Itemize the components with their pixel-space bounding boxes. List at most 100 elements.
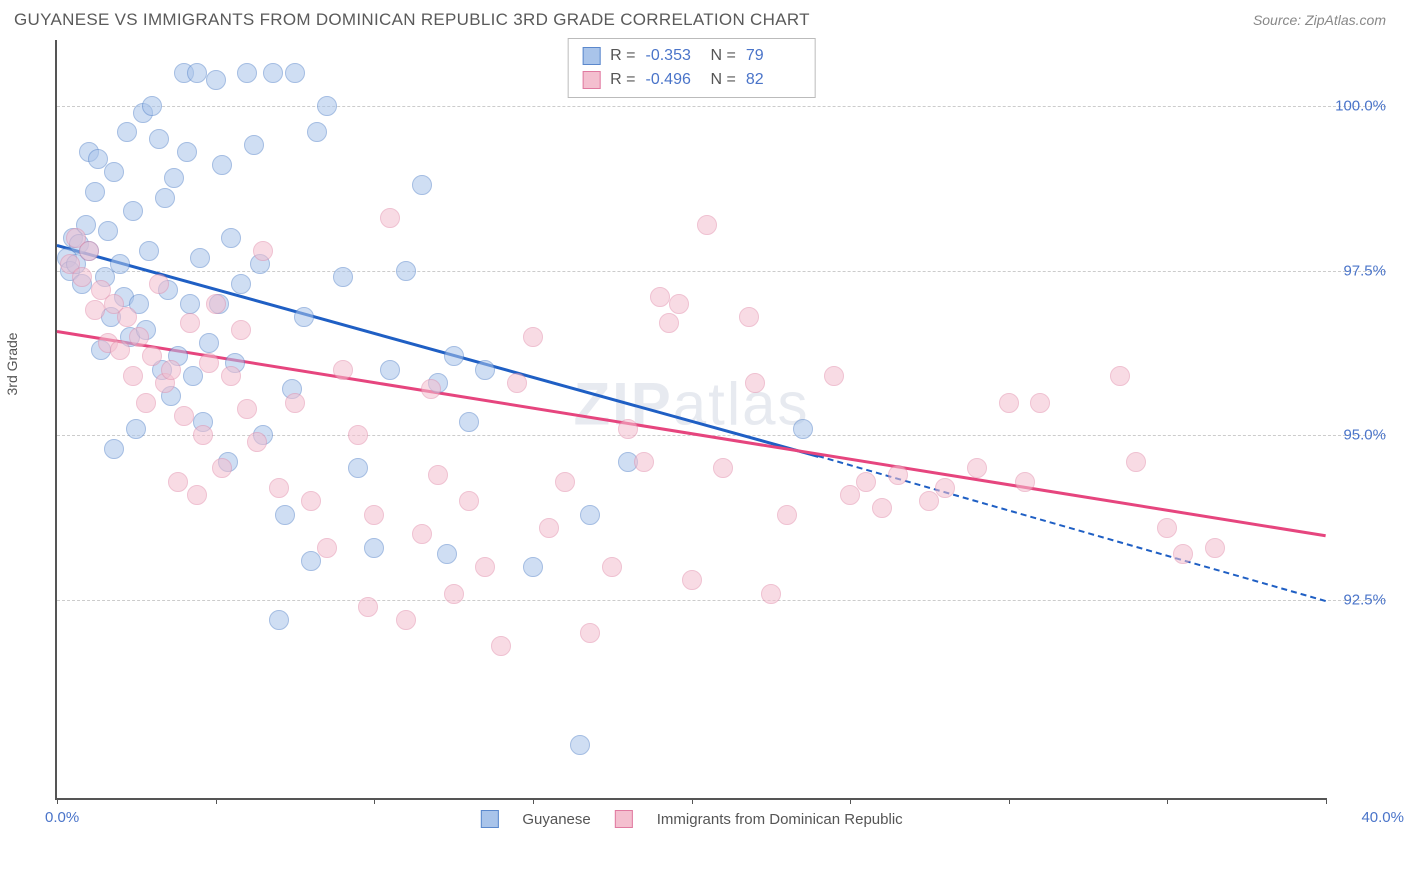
data-point: [777, 505, 797, 525]
r-value: -0.353: [646, 44, 701, 68]
data-point: [199, 353, 219, 373]
data-point: [161, 360, 181, 380]
n-label: N =: [711, 44, 736, 68]
data-point: [79, 241, 99, 261]
data-point: [123, 201, 143, 221]
legend-swatch: [615, 810, 633, 828]
legend-swatch: [480, 810, 498, 828]
data-point: [307, 122, 327, 142]
data-point: [364, 505, 384, 525]
data-point: [247, 432, 267, 452]
grid-line: [57, 106, 1386, 107]
y-tick-label: 92.5%: [1331, 592, 1386, 609]
data-point: [348, 458, 368, 478]
y-tick-label: 97.5%: [1331, 262, 1386, 279]
data-point: [190, 248, 210, 268]
data-point: [856, 472, 876, 492]
data-point: [244, 135, 264, 155]
data-point: [275, 505, 295, 525]
data-point: [935, 478, 955, 498]
data-point: [580, 623, 600, 643]
data-point: [396, 261, 416, 281]
data-point: [193, 425, 213, 445]
data-point: [187, 485, 207, 505]
x-tick: [1326, 798, 1327, 804]
data-point: [301, 551, 321, 571]
data-point: [364, 538, 384, 558]
x-tick: [1167, 798, 1168, 804]
data-point: [199, 333, 219, 353]
data-point: [697, 215, 717, 235]
data-point: [437, 544, 457, 564]
data-point: [263, 63, 283, 83]
data-point: [110, 254, 130, 274]
data-point: [539, 518, 559, 538]
data-point: [174, 406, 194, 426]
data-point: [136, 393, 156, 413]
data-point: [348, 425, 368, 445]
data-point: [1205, 538, 1225, 558]
x-tick: [1009, 798, 1010, 804]
data-point: [85, 182, 105, 202]
data-point: [459, 491, 479, 511]
data-point: [221, 366, 241, 386]
data-point: [142, 346, 162, 366]
data-point: [117, 122, 137, 142]
trend-line: [57, 330, 1326, 537]
data-point: [206, 70, 226, 90]
data-point: [231, 274, 251, 294]
data-point: [739, 307, 759, 327]
data-point: [919, 491, 939, 511]
y-tick-label: 95.0%: [1331, 427, 1386, 444]
chart-title: GUYANESE VS IMMIGRANTS FROM DOMINICAN RE…: [14, 10, 810, 30]
data-point: [155, 188, 175, 208]
data-point: [301, 491, 321, 511]
data-point: [1030, 393, 1050, 413]
data-point: [285, 63, 305, 83]
data-point: [212, 458, 232, 478]
data-point: [459, 412, 479, 432]
data-point: [149, 274, 169, 294]
data-point: [421, 379, 441, 399]
data-point: [475, 557, 495, 577]
data-point: [206, 294, 226, 314]
data-point: [1110, 366, 1130, 386]
data-point: [491, 636, 511, 656]
data-point: [358, 597, 378, 617]
data-point: [523, 327, 543, 347]
x-tick: [533, 798, 534, 804]
x-min-label: 0.0%: [45, 809, 79, 826]
data-point: [380, 360, 400, 380]
stats-row: R =-0.353N =79: [582, 44, 801, 68]
y-axis-label: 3rd Grade: [4, 332, 20, 395]
x-tick: [374, 798, 375, 804]
data-point: [761, 584, 781, 604]
data-point: [269, 610, 289, 630]
data-point: [999, 393, 1019, 413]
data-point: [580, 505, 600, 525]
legend-label: Guyanese: [522, 811, 590, 828]
data-point: [110, 340, 130, 360]
data-point: [149, 129, 169, 149]
data-point: [669, 294, 689, 314]
stats-row: R =-0.496N =82: [582, 68, 801, 92]
data-point: [618, 419, 638, 439]
stats-box: R =-0.353N =79R =-0.496N =82: [567, 38, 816, 98]
data-point: [475, 360, 495, 380]
data-point: [570, 735, 590, 755]
data-point: [682, 570, 702, 590]
data-point: [164, 168, 184, 188]
data-point: [253, 241, 273, 261]
data-point: [117, 307, 137, 327]
legend-label: Immigrants from Dominican Republic: [657, 811, 903, 828]
data-point: [221, 228, 241, 248]
x-tick: [216, 798, 217, 804]
watermark: ZIPatlas: [573, 369, 809, 438]
data-point: [333, 267, 353, 287]
data-point: [269, 478, 289, 498]
data-point: [183, 366, 203, 386]
r-label: R =: [610, 44, 635, 68]
data-point: [139, 241, 159, 261]
data-point: [444, 346, 464, 366]
data-point: [98, 221, 118, 241]
